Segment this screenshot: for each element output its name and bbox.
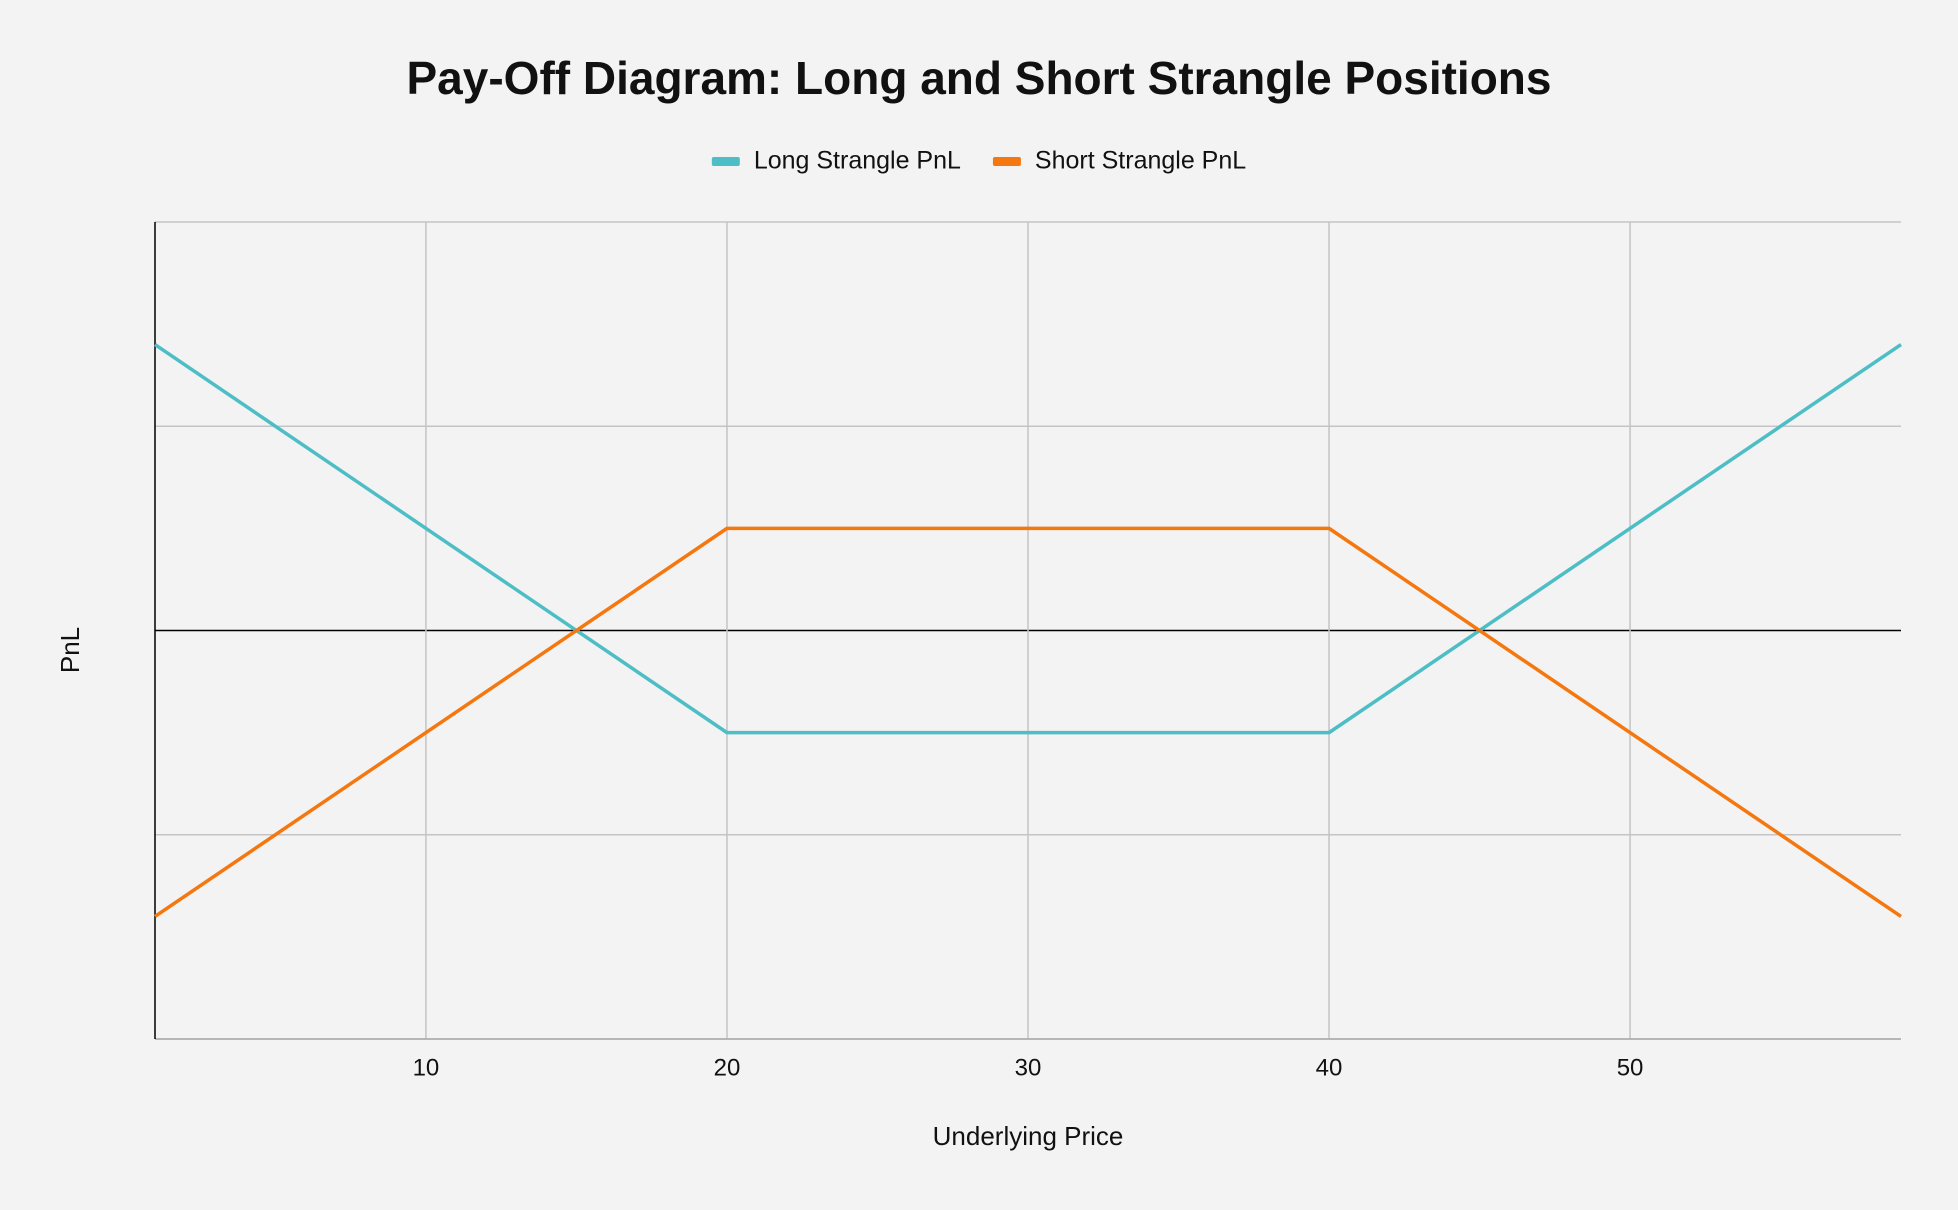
x-tick-label: 20 — [714, 1054, 741, 1081]
legend-label: Long Strangle PnL — [754, 147, 961, 175]
chart-title: Pay-Off Diagram: Long and Short Strangle… — [407, 52, 1552, 104]
legend-swatch — [992, 157, 1021, 166]
legend-swatch — [711, 157, 740, 166]
x-tick-label: 40 — [1316, 1054, 1343, 1081]
x-tick-label: 10 — [413, 1054, 440, 1081]
y-axis-label: PnL — [55, 627, 85, 673]
line-series — [154, 526, 1902, 918]
x-tick-label: 30 — [1015, 1054, 1042, 1081]
legend-label: Short Strangle PnL — [1035, 147, 1246, 175]
x-tick-label: 50 — [1617, 1054, 1644, 1081]
x-axis-label: Underlying Price — [933, 1121, 1124, 1151]
line-series — [154, 343, 1902, 735]
